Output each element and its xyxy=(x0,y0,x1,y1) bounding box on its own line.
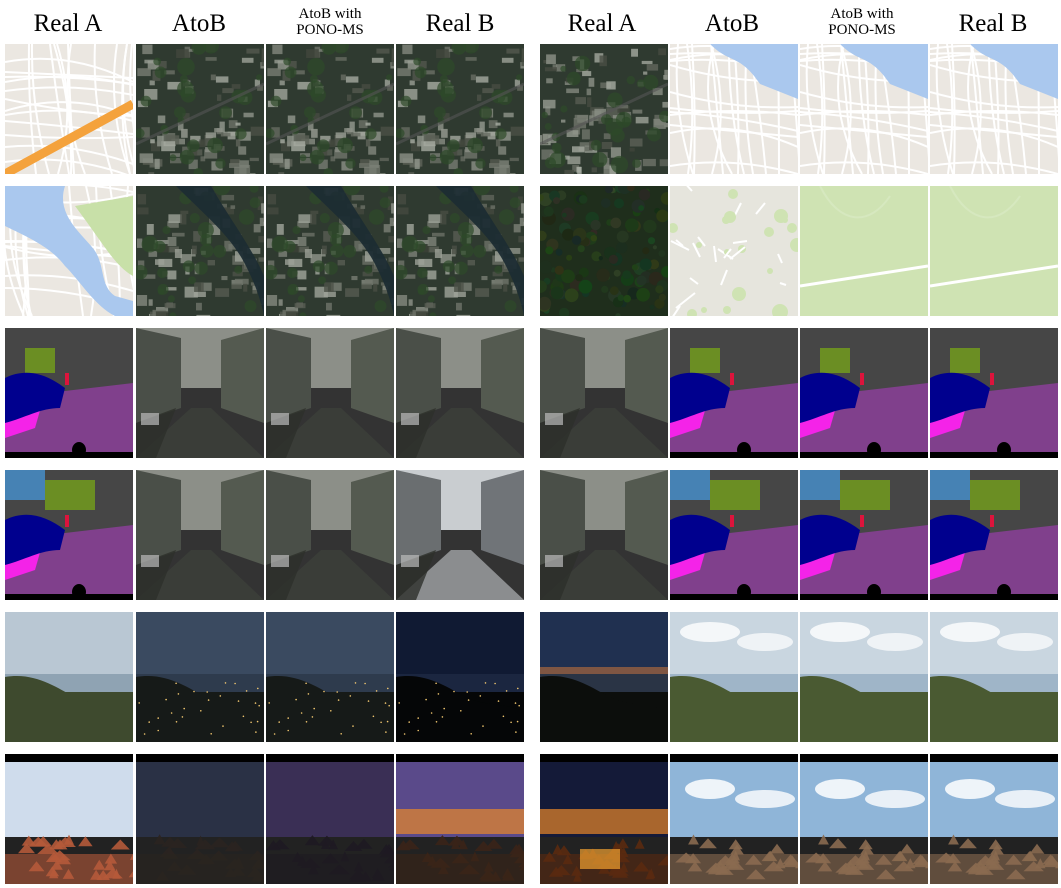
tile-right-r3-c2 xyxy=(670,328,798,458)
header-right-atob: AtoB xyxy=(668,0,796,46)
tile-left-r2-c4 xyxy=(396,186,524,316)
tile-right-r4-c3 xyxy=(800,470,928,600)
tile-left-r4-c3 xyxy=(266,470,394,600)
header-label: Real B xyxy=(958,9,1028,37)
tile-left-r5-c2 xyxy=(136,612,264,742)
header-label-line2: PONO-MS xyxy=(296,22,364,38)
tile-right-r2-c2 xyxy=(670,186,798,316)
tile-left-r2-c1 xyxy=(5,186,133,316)
header-label: AtoB xyxy=(171,9,227,37)
tile-right-r5-c3 xyxy=(800,612,928,742)
tile-left-r1-c2 xyxy=(136,44,264,174)
header-left-atob: AtoB xyxy=(135,0,263,46)
tile-right-r2-c3 xyxy=(800,186,928,316)
tile-left-r2-c2 xyxy=(136,186,264,316)
tile-right-r5-c4 xyxy=(930,612,1058,742)
header-right-atob-pono: AtoB with PONO-MS xyxy=(798,0,926,46)
tile-right-r6-c1 xyxy=(540,754,668,884)
tile-left-r1-c3 xyxy=(266,44,394,174)
header-left-atob-pono: AtoB with PONO-MS xyxy=(266,0,394,46)
tile-right-r1-c4 xyxy=(930,44,1058,174)
tile-right-r2-c4 xyxy=(930,186,1058,316)
tile-right-r6-c2 xyxy=(670,754,798,884)
tile-left-r1-c4 xyxy=(396,44,524,174)
tile-right-r4-c4 xyxy=(930,470,1058,600)
tile-left-r5-c3 xyxy=(266,612,394,742)
tile-right-r4-c1 xyxy=(540,470,668,600)
header-left-real-b: Real B xyxy=(396,0,524,46)
tile-right-r6-c4 xyxy=(930,754,1058,884)
tile-right-r1-c3 xyxy=(800,44,928,174)
header-label-line1: AtoB with xyxy=(830,6,894,23)
tile-right-r1-c2 xyxy=(670,44,798,174)
tile-left-r5-c1 xyxy=(5,612,133,742)
tile-left-r2-c3 xyxy=(266,186,394,316)
tile-left-r3-c4 xyxy=(396,328,524,458)
tile-left-r5-c4 xyxy=(396,612,524,742)
tile-left-r4-c2 xyxy=(136,470,264,600)
tile-left-r3-c2 xyxy=(136,328,264,458)
tile-right-r3-c4 xyxy=(930,328,1058,458)
tile-right-r1-c1 xyxy=(540,44,668,174)
header-right-real-a: Real A xyxy=(538,0,666,46)
header-label-line2: PONO-MS xyxy=(828,22,896,38)
tile-right-r3-c3 xyxy=(800,328,928,458)
tile-left-r3-c1 xyxy=(5,328,133,458)
tile-right-r5-c2 xyxy=(670,612,798,742)
header-right-real-b: Real B xyxy=(929,0,1057,46)
header-label: Real B xyxy=(425,9,495,37)
header-label: AtoB xyxy=(704,9,760,37)
tile-left-r6-c4 xyxy=(396,754,524,884)
tile-left-r6-c3 xyxy=(266,754,394,884)
header-left-real-a: Real A xyxy=(4,0,132,46)
tile-left-r1-c1 xyxy=(5,44,133,174)
tile-left-r3-c3 xyxy=(266,328,394,458)
tile-right-r5-c1 xyxy=(540,612,668,742)
tile-left-r4-c4 xyxy=(396,470,524,600)
header-label: Real A xyxy=(33,9,103,37)
tile-left-r6-c1 xyxy=(5,754,133,884)
tile-right-r4-c2 xyxy=(670,470,798,600)
tile-left-r6-c2 xyxy=(136,754,264,884)
header-label: Real A xyxy=(567,9,637,37)
tile-right-r2-c1 xyxy=(540,186,668,316)
tile-left-r4-c1 xyxy=(5,470,133,600)
tile-right-r6-c3 xyxy=(800,754,928,884)
header-label-line1: AtoB with xyxy=(298,6,362,23)
tile-right-r3-c1 xyxy=(540,328,668,458)
